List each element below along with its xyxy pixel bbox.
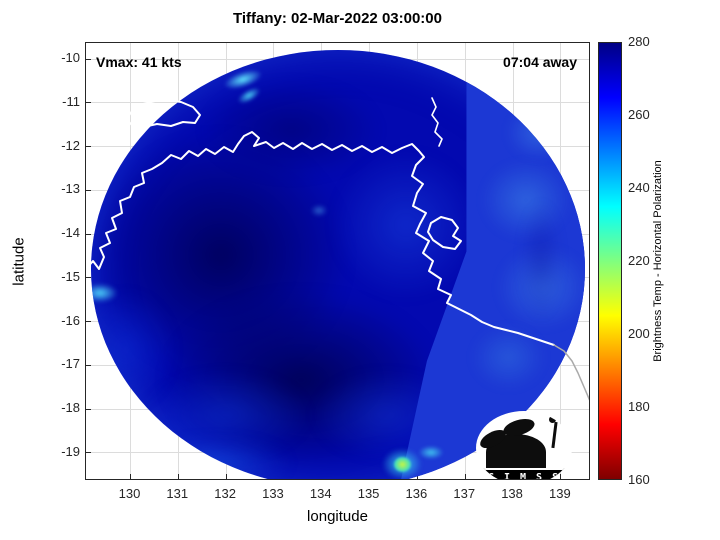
y-axis-label-wrap: latitude <box>8 42 30 480</box>
x-tick-label: 135 <box>357 486 380 501</box>
x-tick-label: 138 <box>501 486 523 501</box>
colorbar <box>598 42 622 480</box>
x-tick-label: 136 <box>405 486 428 501</box>
y-tick-label: -14 <box>61 225 80 241</box>
y-tick-label: -16 <box>61 312 80 328</box>
x-tick-label: 130 <box>118 486 141 501</box>
colorbar-tick-label: 260 <box>628 107 650 122</box>
y-tick-label: -18 <box>61 400 80 416</box>
y-tick-mark <box>86 58 91 60</box>
x-tick-mark <box>129 474 131 479</box>
colorbar-label: Brightness Temp - Horizontal Polarizatio… <box>652 160 664 362</box>
x-tick-label: 131 <box>166 486 189 501</box>
swath-feature <box>141 440 291 479</box>
swath-cyan-spot <box>419 446 443 459</box>
y-tick-mark <box>86 189 91 191</box>
colorbar-tick-label: 180 <box>628 399 650 414</box>
x-tick-label: 137 <box>453 486 476 501</box>
y-tick-label: -15 <box>61 268 80 284</box>
cimss-logo: C I M S S <box>476 411 572 480</box>
colorbar-tick-label: 240 <box>628 180 650 195</box>
y-tick-mark <box>86 408 91 410</box>
y-tick-label: -10 <box>61 50 80 66</box>
x-tick-label: 139 <box>549 486 571 501</box>
y-tick-label: -17 <box>61 356 80 372</box>
swath-feature <box>506 105 571 160</box>
time-away-annotation: 07:04 away <box>503 54 577 70</box>
y-tick-label: -11 <box>62 93 80 109</box>
x-tick-label: 132 <box>214 486 236 501</box>
x-tick-label: 134 <box>309 486 332 501</box>
y-axis-label: latitude <box>10 236 28 286</box>
colorbar-tick-label: 160 <box>628 472 650 487</box>
radio-tower-top-icon <box>549 416 556 423</box>
y-tick-label: -13 <box>61 181 80 197</box>
y-tick-label: -19 <box>61 443 80 459</box>
y-tick-mark <box>86 452 91 454</box>
y-tick-mark <box>86 146 91 148</box>
colorbar-label-wrap: Brightness Temp - Horizontal Polarizatio… <box>648 42 668 480</box>
y-tick-mark <box>86 364 91 366</box>
colorbar-tick-label: 220 <box>628 253 650 268</box>
swath-cyan-spot <box>311 205 327 216</box>
x-tick-label: 133 <box>262 486 284 501</box>
swath-feature <box>521 200 561 320</box>
swath-warm-spot <box>394 457 411 472</box>
vmax-annotation: Vmax: 41 kts <box>96 54 182 70</box>
y-tick-mark <box>86 233 91 235</box>
y-tick-label: -12 <box>61 137 80 153</box>
y-tick-mark <box>86 102 91 104</box>
plot-area: Vmax: 41 kts 07:04 away C I M S S <box>85 42 590 480</box>
cimss-logo-band: C I M S S <box>476 468 572 480</box>
radio-tower-icon <box>551 421 558 449</box>
x-axis-label: longitude <box>307 508 368 525</box>
cimss-logo-text: C I M S S <box>487 472 561 480</box>
swath-feature <box>471 325 546 390</box>
colorbar-tick-label: 280 <box>628 34 650 49</box>
swath-feature <box>201 80 381 180</box>
plot-title: Tiffany: 02-Mar-2022 03:00:00 <box>233 10 442 27</box>
colorbar-tick-label: 200 <box>628 326 650 341</box>
